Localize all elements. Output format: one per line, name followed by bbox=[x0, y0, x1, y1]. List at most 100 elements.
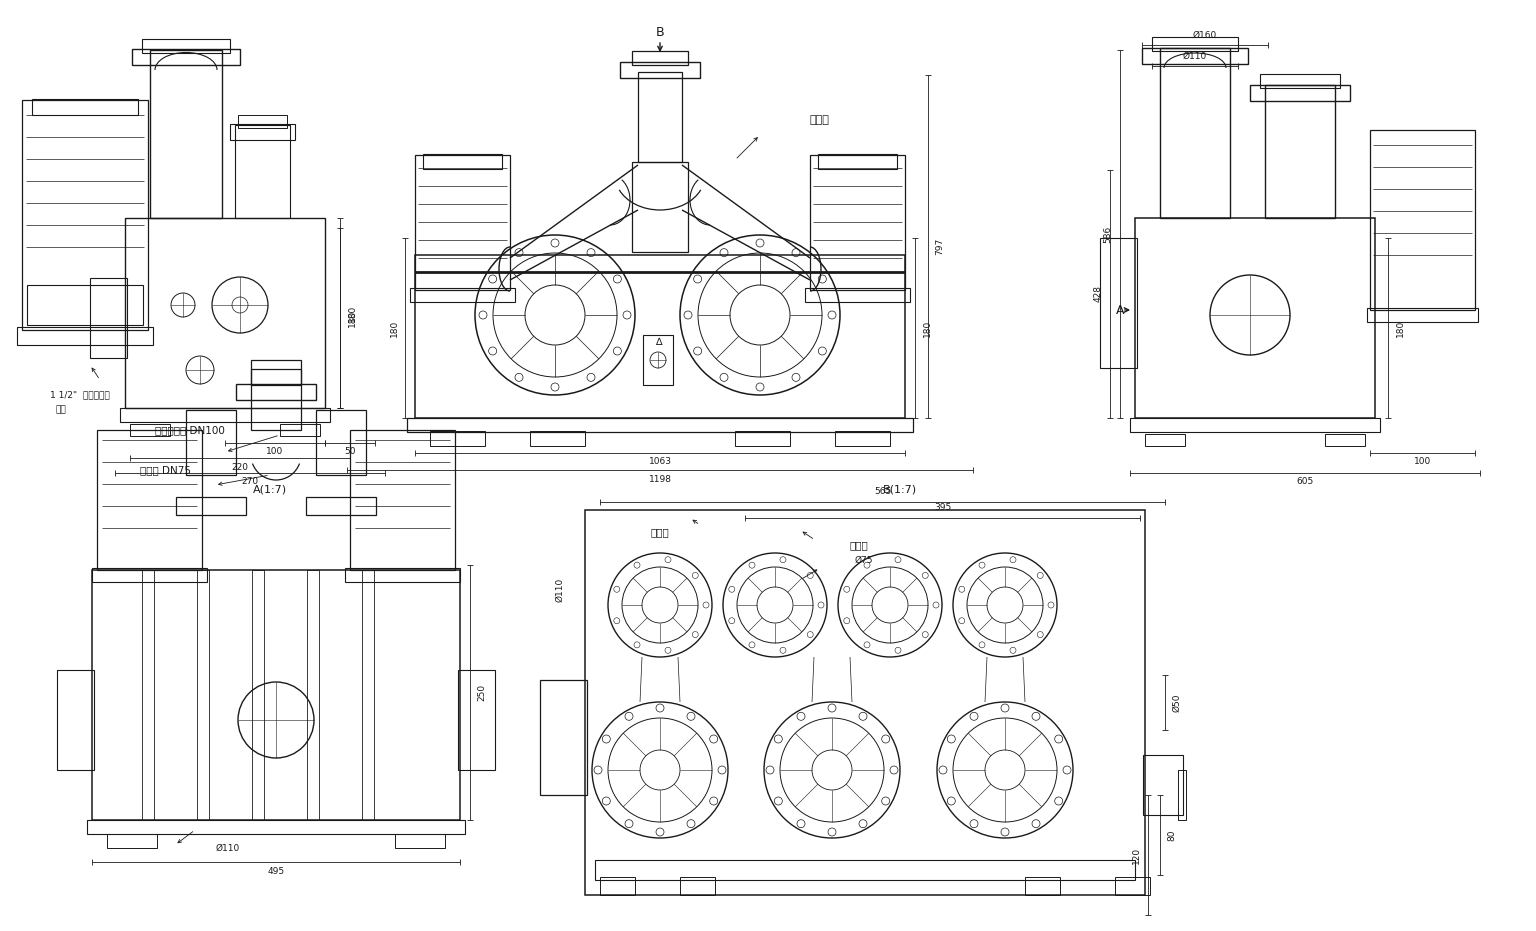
Bar bbox=[120, 408, 330, 422]
Bar bbox=[235, 125, 290, 218]
Bar bbox=[1130, 418, 1379, 432]
Text: 120: 120 bbox=[1132, 846, 1141, 864]
Bar bbox=[91, 278, 127, 358]
Text: 1 1/2"  手動隔膜泵: 1 1/2" 手動隔膜泵 bbox=[51, 390, 109, 399]
Text: ∆: ∆ bbox=[654, 337, 662, 347]
Text: 270: 270 bbox=[241, 478, 258, 487]
Bar bbox=[415, 255, 905, 418]
Bar bbox=[422, 154, 502, 169]
Text: 通气管 DN75: 通气管 DN75 bbox=[140, 465, 190, 475]
Text: A(1:7): A(1:7) bbox=[253, 485, 287, 495]
Text: 180: 180 bbox=[347, 309, 356, 327]
Text: B: B bbox=[656, 25, 664, 38]
Text: B(1:7): B(1:7) bbox=[883, 485, 917, 495]
Text: 220: 220 bbox=[232, 463, 249, 471]
Bar bbox=[88, 820, 465, 834]
Bar bbox=[1160, 48, 1230, 218]
Bar bbox=[230, 124, 295, 140]
Bar bbox=[151, 50, 223, 218]
Bar bbox=[307, 570, 319, 820]
Bar bbox=[32, 99, 138, 115]
Text: 797: 797 bbox=[935, 238, 945, 255]
Bar bbox=[1135, 218, 1375, 418]
Bar bbox=[131, 424, 170, 436]
Text: 压力排水管 DN100: 压力排水管 DN100 bbox=[155, 425, 224, 435]
Bar bbox=[805, 288, 909, 302]
Text: Ø110: Ø110 bbox=[1183, 51, 1207, 61]
Text: 皮托管: 皮托管 bbox=[849, 540, 869, 550]
Text: 接口: 接口 bbox=[55, 406, 66, 414]
Bar bbox=[541, 680, 587, 795]
Bar bbox=[407, 418, 912, 432]
Bar bbox=[601, 877, 634, 895]
Text: 180: 180 bbox=[923, 319, 931, 337]
Bar bbox=[395, 834, 445, 848]
Text: Ø110: Ø110 bbox=[556, 578, 565, 602]
Bar bbox=[250, 360, 301, 430]
Bar bbox=[1326, 434, 1366, 446]
Bar bbox=[410, 288, 515, 302]
Text: 495: 495 bbox=[267, 867, 284, 875]
Bar bbox=[1141, 48, 1247, 64]
Text: 586: 586 bbox=[1103, 225, 1112, 243]
Bar bbox=[346, 568, 459, 582]
Bar bbox=[141, 570, 154, 820]
Bar bbox=[252, 570, 264, 820]
Bar bbox=[17, 327, 154, 345]
Bar bbox=[92, 568, 207, 582]
Bar bbox=[280, 424, 319, 436]
Bar bbox=[1144, 434, 1184, 446]
Bar bbox=[92, 570, 459, 820]
Bar bbox=[1266, 85, 1335, 218]
Bar bbox=[415, 155, 510, 290]
Text: Ø160: Ø160 bbox=[1193, 31, 1217, 39]
Bar bbox=[1025, 877, 1060, 895]
Bar bbox=[306, 497, 376, 515]
Text: A: A bbox=[1115, 304, 1124, 317]
Bar bbox=[362, 570, 373, 820]
Text: 428: 428 bbox=[1094, 286, 1103, 303]
Bar bbox=[132, 49, 240, 65]
Bar bbox=[819, 154, 897, 169]
Bar bbox=[141, 39, 230, 53]
Bar bbox=[631, 51, 688, 65]
Text: 100: 100 bbox=[1413, 457, 1432, 466]
Text: 180: 180 bbox=[1396, 319, 1404, 337]
Text: 止回閥: 止回閥 bbox=[809, 115, 829, 125]
Bar bbox=[1250, 85, 1350, 101]
Bar bbox=[680, 877, 714, 895]
Bar bbox=[238, 115, 287, 128]
Text: 80: 80 bbox=[1167, 830, 1177, 841]
Text: 605: 605 bbox=[1296, 478, 1313, 487]
Bar bbox=[186, 410, 237, 475]
Bar bbox=[108, 834, 157, 848]
Bar bbox=[316, 410, 366, 475]
Text: Ø50: Ø50 bbox=[1172, 694, 1181, 712]
Bar bbox=[1370, 130, 1475, 310]
Text: 180: 180 bbox=[390, 319, 398, 337]
Bar bbox=[430, 431, 485, 446]
Bar bbox=[124, 218, 326, 408]
Bar bbox=[57, 670, 94, 770]
Text: Ø110: Ø110 bbox=[217, 843, 240, 853]
Text: 100: 100 bbox=[266, 448, 284, 456]
Bar bbox=[1143, 755, 1183, 815]
Bar bbox=[177, 497, 246, 515]
Bar bbox=[631, 162, 688, 252]
Bar bbox=[237, 384, 316, 400]
Bar bbox=[585, 510, 1144, 895]
Text: Ø75: Ø75 bbox=[856, 556, 874, 564]
Bar bbox=[809, 155, 905, 290]
Text: 180: 180 bbox=[347, 304, 356, 321]
Bar bbox=[1115, 877, 1150, 895]
Text: 565: 565 bbox=[874, 488, 891, 496]
Bar bbox=[1178, 770, 1186, 820]
Text: 1063: 1063 bbox=[648, 457, 671, 466]
Bar bbox=[1152, 37, 1238, 51]
Bar bbox=[1100, 238, 1137, 368]
Bar bbox=[458, 670, 495, 770]
Bar bbox=[1367, 308, 1478, 322]
Bar bbox=[836, 431, 889, 446]
Text: 检修盖: 检修盖 bbox=[651, 527, 670, 537]
Bar bbox=[22, 100, 147, 330]
